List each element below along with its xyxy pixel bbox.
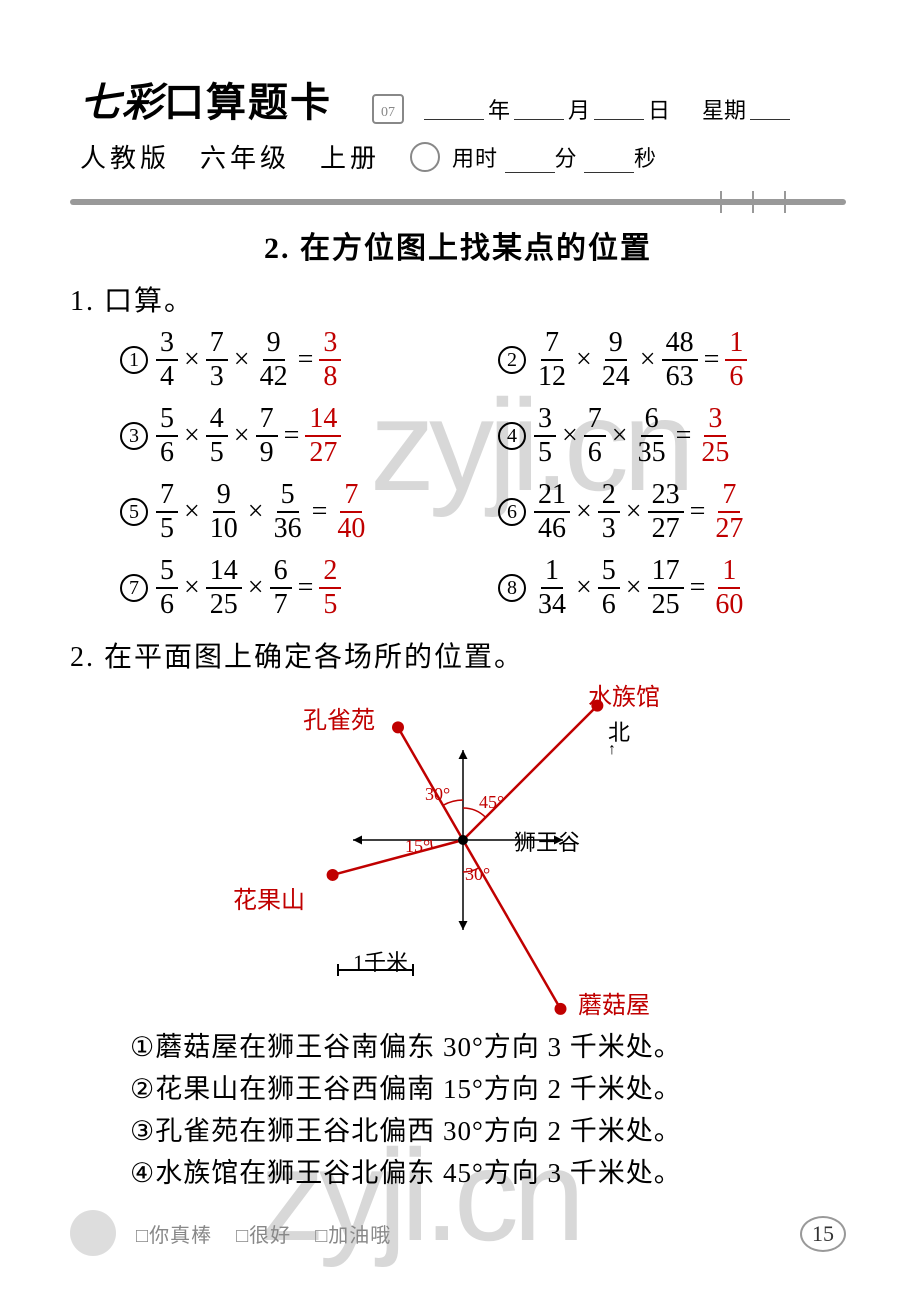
item-number-icon: 8 bbox=[498, 574, 526, 602]
section-title: 2. 在方位图上找某点的位置 bbox=[0, 223, 916, 267]
angle-label: 30° bbox=[465, 864, 490, 885]
q2-label: 2. 在平面图上确定各场所的位置。 bbox=[70, 635, 916, 675]
equation-row: 435×76×635=325 bbox=[498, 405, 846, 467]
equation-row: 62146×23×2327=727 bbox=[498, 481, 846, 543]
equation-row: 575×910×536=740 bbox=[120, 481, 468, 543]
statement-row: ② 花果山在狮王谷西偏南 15°方向 2 千米处。 bbox=[130, 1069, 916, 1111]
item-number-icon: 2 bbox=[498, 346, 526, 374]
equation-row: 8134×56×1725=160 bbox=[498, 557, 846, 619]
statement-row: ① 蘑菇屋在狮王谷南偏东 30°方向 3 千米处。 bbox=[130, 1027, 916, 1069]
header-divider bbox=[70, 199, 846, 205]
q2-statements: ① 蘑菇屋在狮王谷南偏东 30°方向 3 千米处。② 花果山在狮王谷西偏南 15… bbox=[130, 1027, 916, 1194]
q1-label: 1. 口算。 bbox=[70, 279, 916, 319]
ray-label: 花果山 bbox=[233, 880, 305, 915]
title-brand: 七彩口算题卡 bbox=[80, 70, 332, 128]
ray-label: 水族馆 bbox=[588, 677, 660, 712]
clock-icon bbox=[410, 142, 440, 172]
angle-label: 30° bbox=[425, 784, 450, 805]
item-number-icon: 5 bbox=[120, 498, 148, 526]
ray-label: 孔雀苑 bbox=[303, 700, 375, 735]
item-number-icon: 1 bbox=[120, 346, 148, 374]
equation-row: 134×73×942=38 bbox=[120, 329, 468, 391]
equation-row: 2712×924×4863=16 bbox=[498, 329, 846, 391]
ray-label: 蘑菇屋 bbox=[578, 985, 650, 1020]
scale-label: 1千米 bbox=[353, 945, 408, 977]
date-area: 07 年 月 日 星期 bbox=[372, 93, 790, 125]
time-area: 用时 分 秒 bbox=[452, 141, 657, 173]
equation-row: 756×1425×67=25 bbox=[120, 557, 468, 619]
equation-row: 356×45×79=1427 bbox=[120, 405, 468, 467]
item-number-icon: 4 bbox=[498, 422, 526, 450]
statement-row: ④ 水族馆在狮王谷北偏东 45°方向 3 千米处。 bbox=[130, 1153, 916, 1195]
footer-checks: □你真棒 □很好 □加油哦 bbox=[136, 1219, 409, 1248]
angle-label: 15° bbox=[405, 836, 430, 857]
statement-row: ③ 孔雀苑在狮王谷北偏西 30°方向 2 千米处。 bbox=[130, 1111, 916, 1153]
center-label: 狮王谷 bbox=[514, 825, 580, 857]
north-arrow-icon: ↑ bbox=[608, 741, 616, 759]
page-number: 15 bbox=[800, 1216, 846, 1252]
item-number-icon: 7 bbox=[120, 574, 148, 602]
subtitle: 人教版 六年级 上册 bbox=[80, 138, 380, 175]
calendar-icon: 07 bbox=[372, 94, 404, 124]
item-number-icon: 3 bbox=[120, 422, 148, 450]
angle-label: 45° bbox=[479, 792, 504, 813]
page-header: 七彩口算题卡 07 年 月 日 星期 人教版 六年级 上册 用时 分 秒 bbox=[0, 0, 916, 185]
equations-grid: 134×73×942=38 2712×924×4863=16 356×45×79=1… bbox=[0, 329, 916, 619]
item-number-icon: 6 bbox=[498, 498, 526, 526]
direction-diagram: 狮王谷 北 ↑ 1千米 水族馆孔雀苑花果山蘑菇屋45°30°15°30° bbox=[158, 685, 758, 1015]
page-footer: □你真棒 □很好 □加油哦 bbox=[0, 1210, 916, 1256]
mascot-icon bbox=[70, 1210, 116, 1256]
